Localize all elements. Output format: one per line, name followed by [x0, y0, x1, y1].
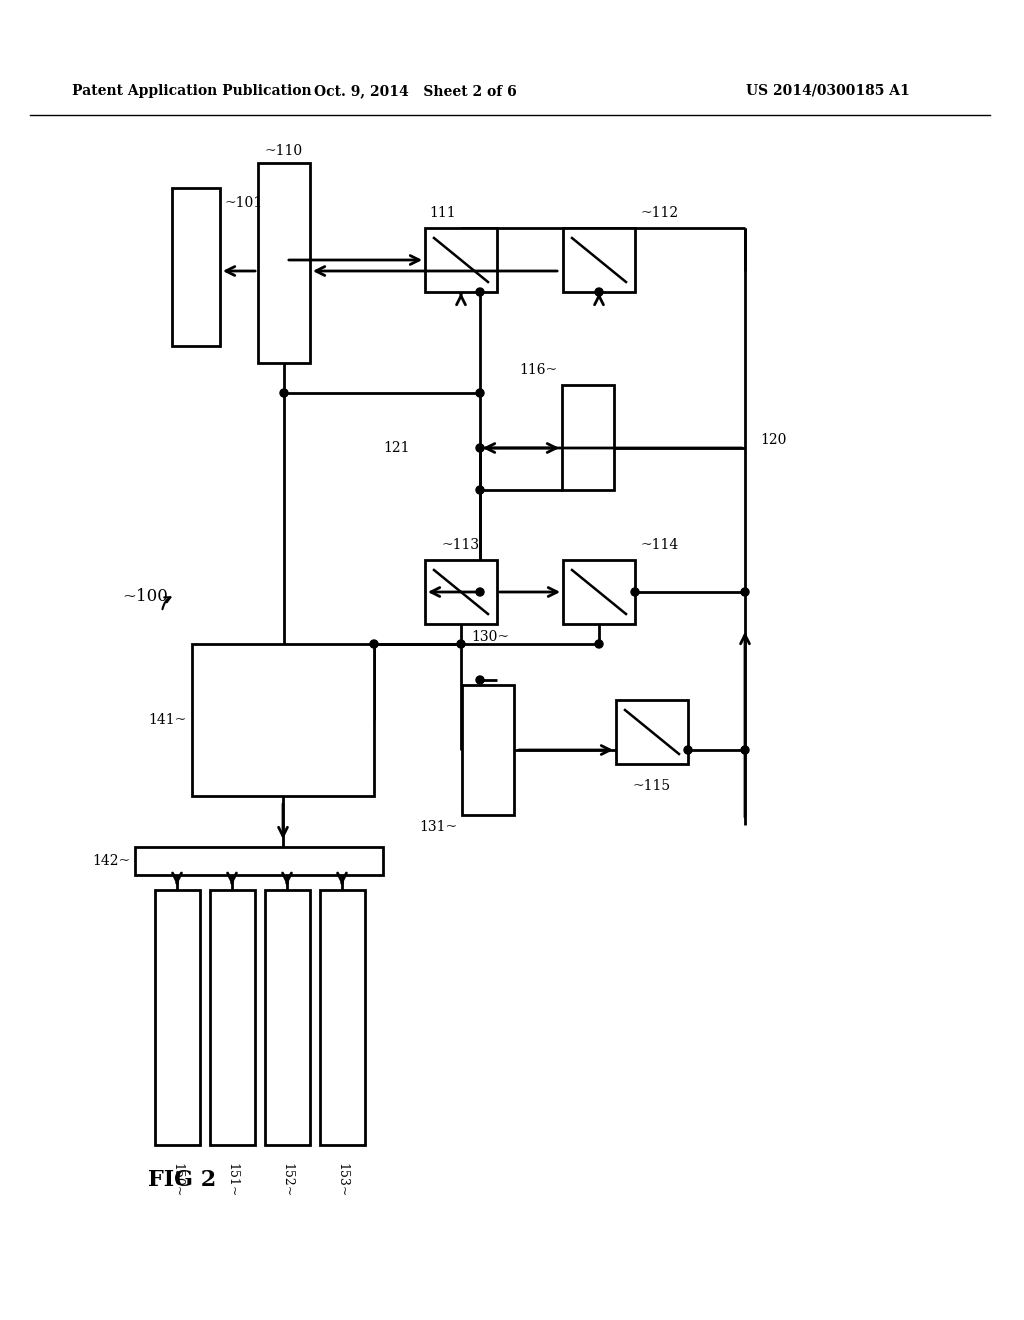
- Text: ~115: ~115: [633, 779, 671, 793]
- Text: 121: 121: [384, 441, 410, 455]
- Text: ~113: ~113: [442, 539, 480, 552]
- Bar: [193, 644, 374, 796]
- Text: 142~: 142~: [92, 854, 130, 869]
- Circle shape: [741, 746, 749, 754]
- Circle shape: [476, 486, 484, 494]
- Bar: [563, 228, 635, 292]
- Circle shape: [595, 640, 603, 648]
- Bar: [425, 228, 497, 292]
- Bar: [258, 162, 310, 363]
- Text: Oct. 9, 2014   Sheet 2 of 6: Oct. 9, 2014 Sheet 2 of 6: [313, 84, 516, 98]
- Circle shape: [457, 640, 465, 648]
- Text: 141~: 141~: [148, 713, 187, 727]
- Text: 131~: 131~: [419, 820, 457, 834]
- Circle shape: [631, 587, 639, 597]
- Text: ~110: ~110: [265, 144, 303, 158]
- Bar: [562, 385, 614, 490]
- Circle shape: [280, 389, 288, 397]
- Bar: [319, 890, 365, 1144]
- Bar: [462, 685, 514, 814]
- Bar: [210, 890, 255, 1144]
- Text: 152~: 152~: [281, 1163, 294, 1197]
- Circle shape: [595, 288, 603, 296]
- Text: FIG 2: FIG 2: [148, 1170, 216, 1191]
- Bar: [265, 890, 310, 1144]
- Circle shape: [476, 444, 484, 451]
- Bar: [172, 187, 220, 346]
- Text: 130~: 130~: [471, 630, 509, 644]
- Bar: [155, 890, 200, 1144]
- Text: 120: 120: [760, 433, 786, 447]
- Circle shape: [476, 288, 484, 296]
- Text: ~100: ~100: [122, 587, 168, 605]
- Circle shape: [370, 640, 378, 648]
- Circle shape: [684, 746, 692, 754]
- Text: 111: 111: [429, 206, 456, 220]
- Circle shape: [476, 389, 484, 397]
- Text: US 2014/0300185 A1: US 2014/0300185 A1: [746, 84, 910, 98]
- Circle shape: [476, 587, 484, 597]
- Circle shape: [741, 587, 749, 597]
- Text: Patent Application Publication: Patent Application Publication: [72, 84, 311, 98]
- Text: ~112: ~112: [640, 206, 678, 220]
- Bar: [135, 847, 383, 875]
- Bar: [563, 560, 635, 624]
- Text: ~101: ~101: [225, 195, 263, 210]
- Bar: [616, 700, 688, 764]
- Text: 153~: 153~: [336, 1163, 348, 1197]
- Text: 150~: 150~: [171, 1163, 183, 1197]
- Text: 116~: 116~: [519, 363, 557, 378]
- Circle shape: [476, 676, 484, 684]
- Text: 151~: 151~: [225, 1163, 239, 1197]
- Text: ~114: ~114: [640, 539, 678, 552]
- Bar: [425, 560, 497, 624]
